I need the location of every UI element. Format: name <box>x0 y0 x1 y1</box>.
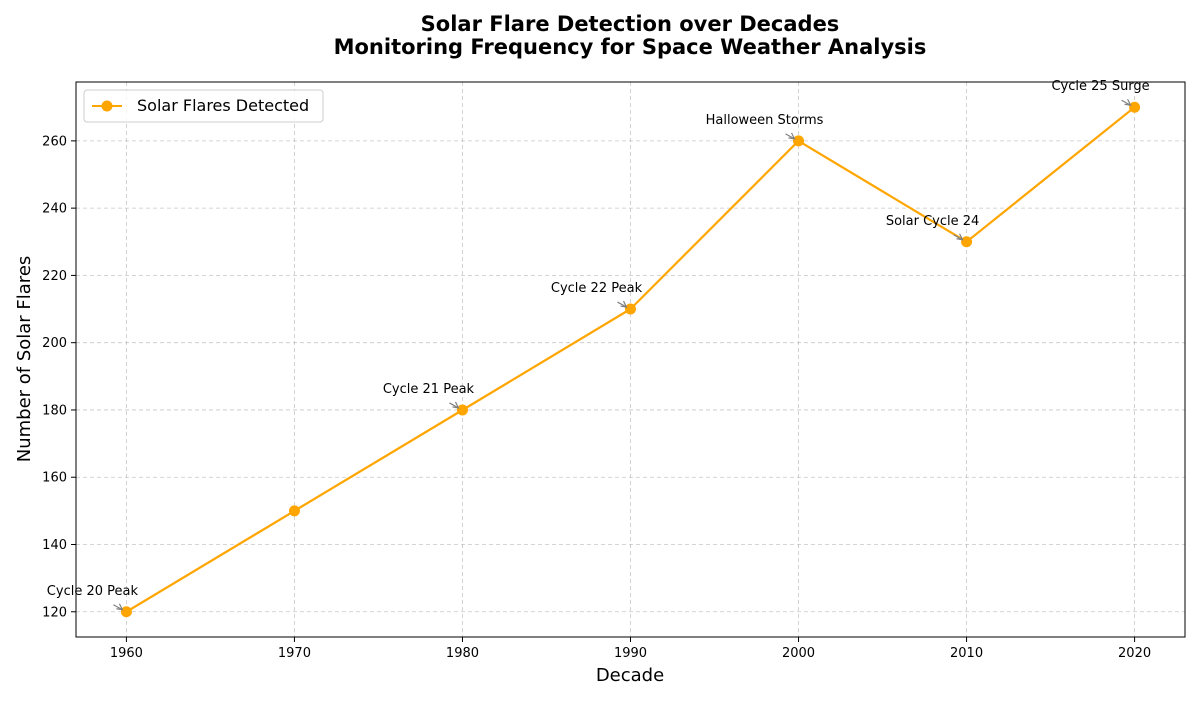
annotation-label: Cycle 22 Peak <box>551 281 643 296</box>
x-tick-label: 2010 <box>950 646 983 661</box>
y-axis-label: Number of Solar Flares <box>14 256 35 463</box>
grid <box>76 82 1185 637</box>
data-point <box>288 505 300 517</box>
y-tick-label: 240 <box>42 202 67 217</box>
annotation-label: Cycle 25 Surge <box>1051 79 1149 94</box>
legend: Solar Flares Detected <box>83 89 324 123</box>
data-point <box>793 135 805 147</box>
annotation-label: Halloween Storms <box>706 113 824 128</box>
data-point <box>120 606 132 618</box>
y-tick-label: 160 <box>42 471 67 486</box>
legend-box <box>83 89 324 123</box>
chart-subtitle: Monitoring Frequency for Space Weather A… <box>334 35 927 59</box>
plot-frame <box>75 81 1186 638</box>
data-point <box>1129 101 1141 113</box>
y-tick-label: 120 <box>42 605 67 620</box>
x-tick-label: 1960 <box>110 646 143 661</box>
axis-ticks: 1960 1970 1980 1990 2000 2010 2020 120 140 160 180… <box>42 134 1151 661</box>
x-tick-label: 1970 <box>278 646 311 661</box>
annotation-arrowhead <box>956 233 964 241</box>
x-tick-label: 2020 <box>1118 646 1151 661</box>
annotations: Cycle 20 Peak Cycle 21 Peak Cycle 22 Peak H… <box>47 79 1150 611</box>
annotation-arrowhead <box>788 132 796 140</box>
y-tick-label: 220 <box>42 269 67 284</box>
y-tick-label: 180 <box>42 403 67 418</box>
chart-title: Solar Flare Detection over Decades <box>421 12 840 36</box>
data-point <box>625 303 636 315</box>
annotation-label: Cycle 21 Peak <box>383 382 475 397</box>
data-point <box>961 236 973 248</box>
x-axis-label: Decade <box>596 665 664 686</box>
annotation-arrowhead <box>116 603 124 611</box>
legend-marker-swatch <box>101 100 113 112</box>
x-tick-label: 2000 <box>782 646 815 661</box>
data-point <box>456 404 468 416</box>
y-tick-label: 140 <box>42 538 67 553</box>
x-tick-label: 1980 <box>446 646 479 661</box>
annotation-label: Cycle 20 Peak <box>47 584 139 599</box>
annotation-label: Solar Cycle 24 <box>886 214 979 229</box>
x-tick-label: 1990 <box>614 646 647 661</box>
y-tick-label: 200 <box>42 336 67 351</box>
annotation-arrowhead <box>1124 98 1132 107</box>
series-layer <box>120 101 1141 618</box>
legend-label: Solar Flares Detected <box>137 96 309 115</box>
y-tick-label: 260 <box>42 134 67 149</box>
annotation-arrowhead <box>452 401 460 409</box>
annotation-arrowhead <box>620 300 628 308</box>
